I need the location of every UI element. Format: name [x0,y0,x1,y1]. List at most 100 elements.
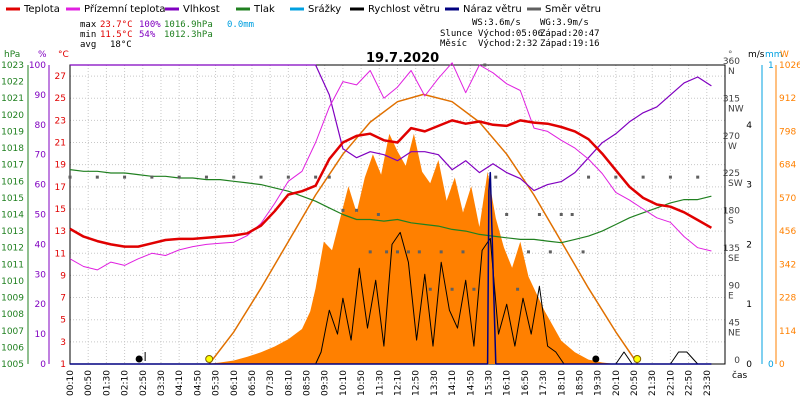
pressure-tick-label: 1017 [1,161,24,171]
temperature-tick-label: 15 [55,205,66,215]
rain-tick-label: 0 [768,360,774,370]
x-tick-label: 22:10 [666,370,676,396]
legend-label: Srážky [308,3,341,15]
x-tick-label: 19:30 [594,370,604,396]
wind-direction-point [314,175,318,179]
wind-direction-point [461,250,465,254]
x-tick-label: 12:50 [412,370,422,396]
solar-tick-label: 912 [779,94,796,104]
legend-label: Rychlost větru [368,3,440,15]
legend-label: Směr větru [545,3,601,15]
rain-unit: mm [765,50,783,60]
x-tick-label: 08:10 [284,370,294,396]
moonset-icon [592,355,600,363]
stats-panel: max 23.7°C 100% 1016.9hPa 0.0mm min 11.5… [80,18,600,50]
stat-min-press: 1012.3hPa [164,30,213,40]
wind-direction-point [341,208,345,212]
wind-direction-point [327,175,331,179]
direction-compass-label: NE [728,329,741,339]
pressure-line [69,169,712,244]
x-tick-label: 02:10 [121,370,131,396]
wind-direction-point [259,175,263,179]
x-tick-label: 11:30 [375,370,385,396]
solar-tick-label: 0 [779,360,785,370]
direction-tick-label: 270 [723,132,740,142]
wind-direction-point [439,250,443,254]
temperature-tick-label: 23 [55,116,66,126]
moon-set: Západ:19:16 [540,39,600,49]
axis-units: hPa % °C ° m/s mm W [4,50,789,60]
direction-compass-label: NW [728,104,744,114]
direction-tick-label: 225 [723,169,740,179]
x-tick-label: 06:10 [230,370,240,396]
humidity-tick-label: 20 [35,300,47,310]
pressure-tick-label: 1008 [1,310,24,320]
wind-direction-point [537,213,541,216]
temperature-tick-label: 11 [55,249,66,259]
direction-tick-label: 45 [729,319,740,329]
sun-set: Západ:20:47 [540,29,600,39]
x-tick-label: 16:50 [521,370,531,396]
wind-direction-point [417,250,421,254]
wind-direction-point [177,175,181,179]
wind-direction-point [428,287,432,291]
pressure-tick-label: 1019 [1,127,24,137]
x-tick-label: 10:10 [339,370,349,396]
wind-direction-point [548,250,552,254]
legend-label: Přízemní teplota [84,3,166,15]
series-lines [69,62,713,365]
pressure-tick-label: 1020 [1,111,24,121]
stat-max-temp: 23.7°C [100,20,133,30]
temperature-tick-label: 13 [55,227,66,237]
pressure-tick-label: 1005 [1,360,24,370]
stat-max-press: 1016.9hPa [164,20,213,30]
humidity-line [70,64,712,192]
wind-direction-point [396,250,399,254]
x-tick-label: 23:30 [703,370,713,396]
direction-tick-label: 360 [723,57,740,67]
x-tick-label: 13:30 [430,370,440,396]
wind-direction-point [570,213,574,216]
x-tick-label: 18:10 [557,370,567,396]
x-axis-label: čas [732,370,747,381]
stat-min-hum: 54% [139,30,156,40]
solar-tick-label: 228 [779,294,796,304]
wind-direction-point [516,287,520,291]
wind-direction-point [527,250,530,254]
direction-tick-label: 0 [734,356,740,366]
wind-direction-point [123,175,127,179]
x-tick-label: 15:30 [484,370,494,396]
x-tick-label: 21:30 [648,370,658,396]
wind-direction-point [505,213,509,216]
direction-compass-label: SE [728,254,740,264]
stat-max-label: max [80,20,97,30]
rain-tick-label: 1 [768,61,774,71]
humidity-tick-label: 40 [35,240,47,250]
temperature-line [69,119,713,248]
pressure-tick-label: 1011 [1,260,24,270]
left-axes: 1023102210211020101910181017101610151014… [1,61,66,370]
sunset-icon [633,355,642,363]
solar-tick-label: 684 [779,161,796,171]
wind-direction-point [587,175,591,179]
solar-area [70,133,712,364]
wind-direction-point [68,175,72,179]
x-tick-label: 04:50 [193,370,203,396]
moonrise-icon [135,355,143,363]
sun-rise: Východ:05:06 [478,29,543,39]
temperature-tick-label: 5 [60,316,66,326]
wind-direction-points [68,63,700,291]
x-tick-label: 17:30 [539,370,549,396]
wind-direction-point [204,175,208,179]
humidity-tick-label: 90 [35,91,47,101]
x-tick-label: 00:50 [84,370,94,396]
wind-direction-point [355,208,359,212]
direction-unit: ° [728,50,733,60]
wind-direction-point [483,63,487,67]
x-axis: 00:10 00:50 01:30 02:10 02:50 03:30 04:10 04:50… [66,370,713,396]
wind-direction-point [376,213,380,216]
stat-avg-label: avg [80,40,96,50]
moon-rise: Východ:2:32 [478,39,538,49]
x-tick-label: 04:10 [175,370,185,396]
humidity-tick-label: 80 [35,121,47,131]
